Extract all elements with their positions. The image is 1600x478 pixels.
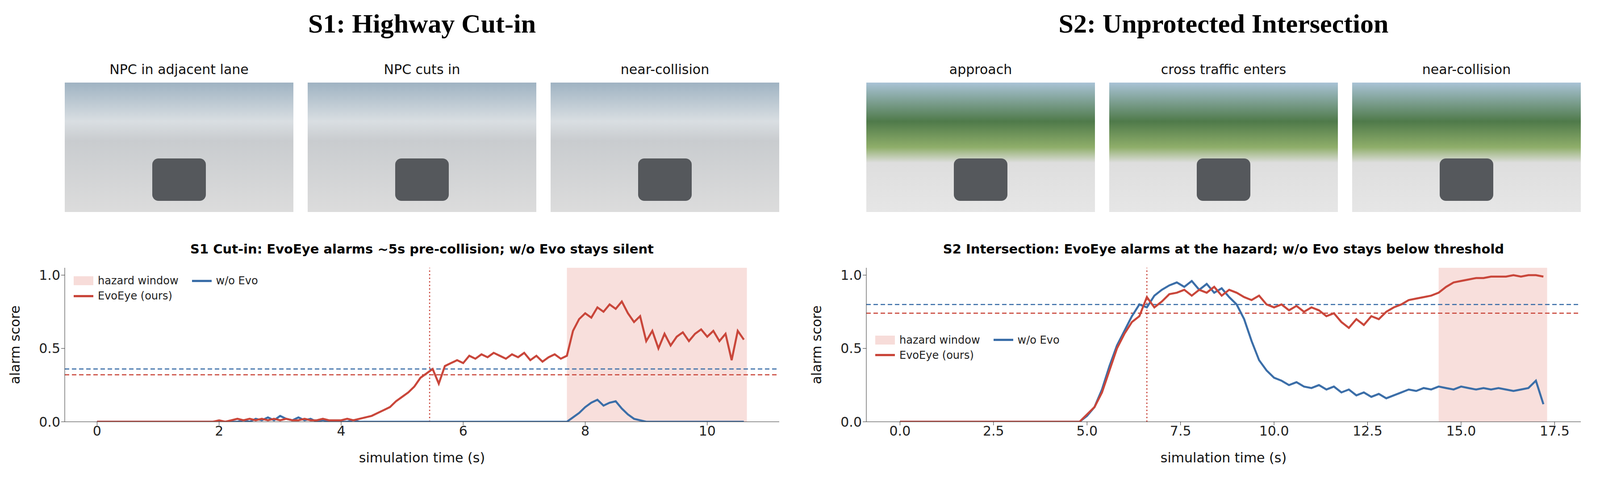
html-text:approach: approach <box>949 61 1012 78</box>
html-text:NPC cuts in: NPC cuts in <box>383 61 461 78</box>
svg-text:2: 2 <box>214 423 224 439</box>
svg-text:8: 8 <box>580 423 590 439</box>
html-text:near-collision: near-collision <box>620 61 710 78</box>
svg-text:1.0: 1.0 <box>840 267 862 284</box>
html-text:EvoEye (ours): EvoEye (ours) <box>97 289 173 303</box>
svg-text:0.0: 0.0 <box>38 414 61 431</box>
svg-text:10.0: 10.0 <box>1259 423 1290 439</box>
svg-text:15.0: 15.0 <box>1446 423 1477 439</box>
html-text:hazard window: hazard window <box>899 333 981 347</box>
svg-text:12.5: 12.5 <box>1352 423 1383 439</box>
svg-text:simulation time (s): simulation time (s) <box>359 450 485 466</box>
svg-text:5.0: 5.0 <box>1076 423 1098 439</box>
svg-text:0.0: 0.0 <box>840 414 862 431</box>
html-text:w/o Evo: w/o Evo <box>215 274 258 288</box>
html-text:S1 Cut-in: EvoEye alarms ~5s p: S1 Cut-in: EvoEye alarms ~5s pre-collisi… <box>190 241 654 257</box>
svg-text:4: 4 <box>336 423 346 439</box>
html-text:S1: Highway Cut-in: S1: Highway Cut-in <box>308 8 536 39</box>
html-text:S2 Intersection: EvoEye alarms: S2 Intersection: EvoEye alarms at the ha… <box>943 241 1505 257</box>
svg-text:0.5: 0.5 <box>840 340 862 357</box>
svg-text:alarm score: alarm score <box>808 305 825 385</box>
svg-text:1.0: 1.0 <box>38 267 61 284</box>
html-text:w/o Evo: w/o Evo <box>1017 333 1060 347</box>
svg-text:10: 10 <box>698 423 716 439</box>
svg-text:2.5: 2.5 <box>982 423 1005 439</box>
html-text:near-collision: near-collision <box>1422 61 1511 78</box>
svg-text:6: 6 <box>459 423 468 439</box>
svg-text:7.5: 7.5 <box>1169 423 1192 439</box>
html-text:S2: Unprotected Intersection: S2: Unprotected Intersection <box>1058 8 1389 39</box>
html-text:EvoEye (ours): EvoEye (ours) <box>899 349 974 362</box>
svg-text:simulation time (s): simulation time (s) <box>1160 450 1287 466</box>
html-text:cross traffic enters: cross traffic enters <box>1160 61 1287 78</box>
html-text:NPC in adjacent lane: NPC in adjacent lane <box>109 61 249 78</box>
svg-text:alarm score: alarm score <box>7 305 23 385</box>
html-text:hazard window: hazard window <box>97 274 179 288</box>
svg-text:17.5: 17.5 <box>1539 423 1570 439</box>
svg-text:0: 0 <box>92 423 102 439</box>
svg-text:0.5: 0.5 <box>38 340 61 357</box>
svg-text:0.0: 0.0 <box>889 423 911 439</box>
